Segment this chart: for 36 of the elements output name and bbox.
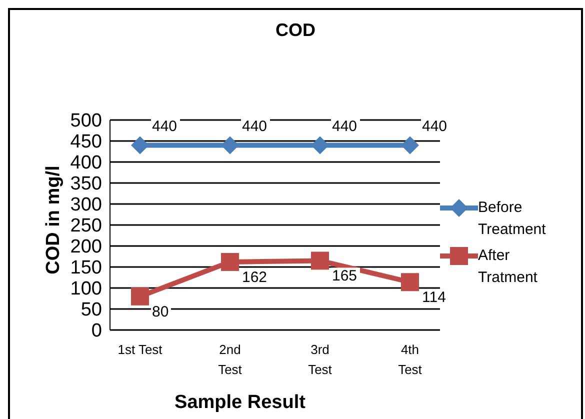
legend-label: After Tratment [478,246,538,288]
y-tick-label: 200 [70,236,102,258]
x-tick-label: 3rd Test [308,342,332,377]
y-tick-label: 150 [70,258,102,279]
data-label: 440 [152,118,178,136]
y-axis-title: COD in mg/l [43,166,65,274]
y-tick-label: 100 [70,278,102,300]
point [311,252,329,270]
data-label: 80 [152,303,169,320]
y-tick-label: 450 [70,132,102,153]
point [221,252,239,271]
legend-label: Before Treatment [478,198,547,240]
x-axis-title: Sample Result [174,392,306,414]
data-label: 162 [242,268,268,286]
data-label: 440 [332,118,358,136]
x-tick-label: 2nd Test [218,342,242,377]
y-tick-label: 350 [70,174,102,195]
data-label: 165 [332,268,358,285]
data-label: 440 [422,118,448,136]
data-label: 440 [242,118,268,136]
y-tick-label: 50 [80,300,102,321]
point [131,136,149,154]
y-tick-label: 500 [70,110,102,132]
y-tick-label: 250 [70,216,102,237]
data-label: 114 [422,289,446,306]
point [131,287,149,306]
point [221,136,239,154]
x-tick-label: 4th Test [398,342,422,377]
x-tick-label: 1st Test [118,342,163,357]
point [401,136,419,154]
y-tick-label: 400 [70,152,102,174]
y-tick-label: 300 [70,194,102,216]
point [311,136,329,154]
point [401,273,419,292]
y-tick-label: 0 [91,320,102,342]
chart-title: COD [274,20,316,41]
